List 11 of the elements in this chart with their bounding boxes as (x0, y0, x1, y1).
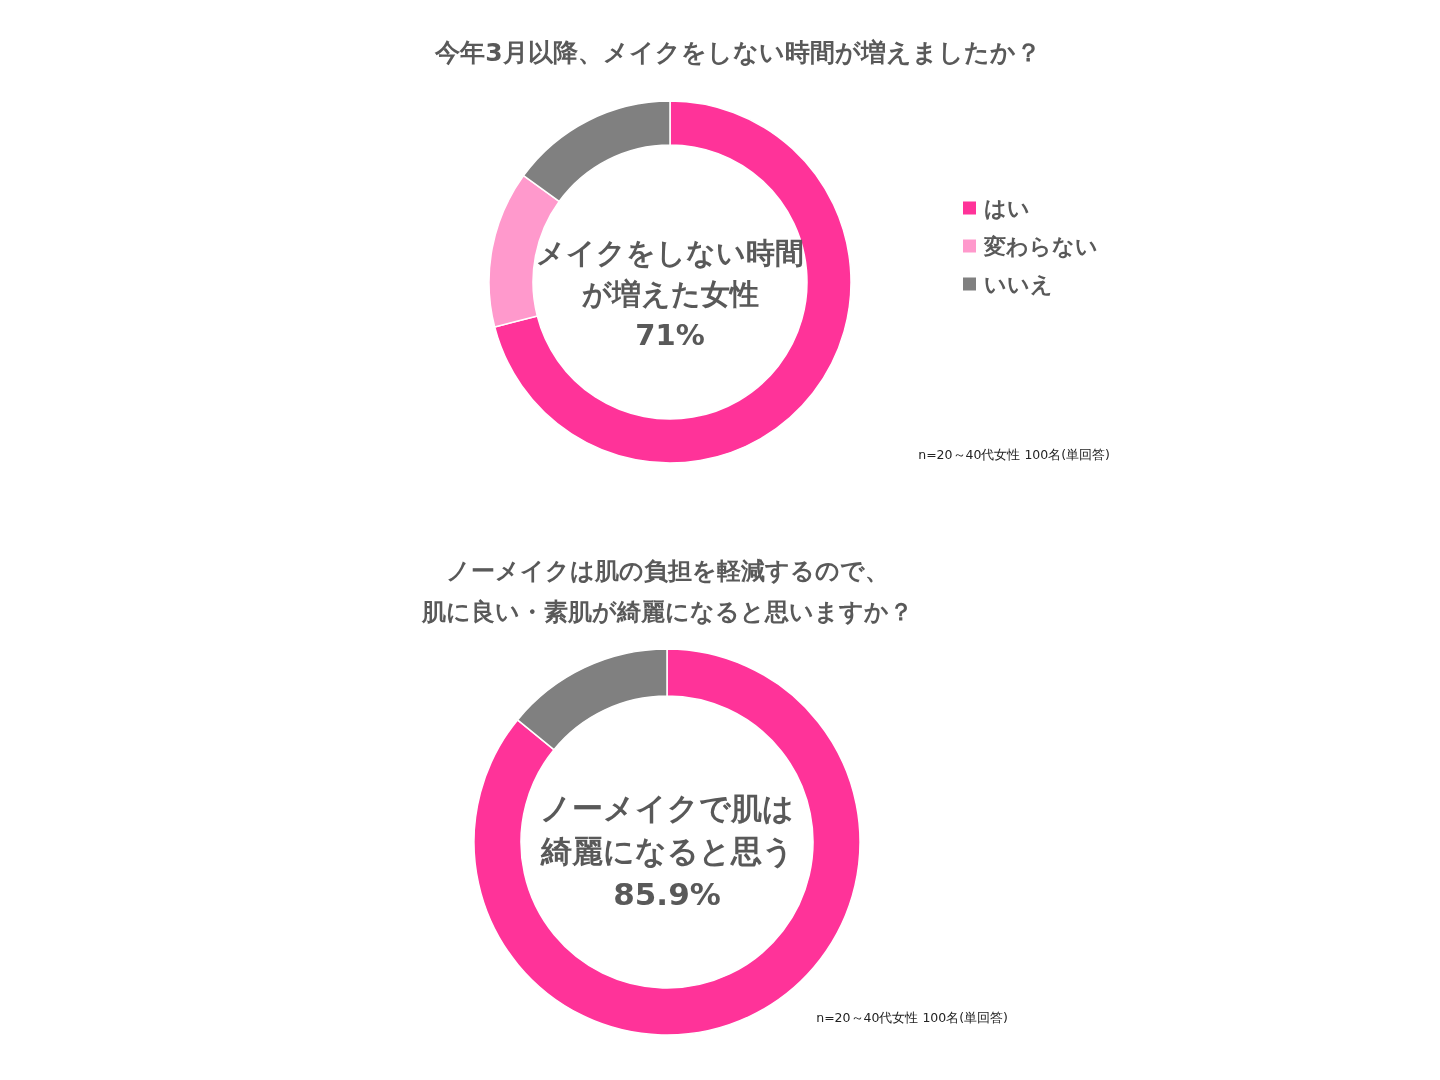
annotation: が増えた女性 (581, 277, 759, 311)
annotation: メイクをしない時間 (536, 236, 804, 270)
annotation: n=20～40代女性 100名(単回答) (816, 1009, 1008, 1025)
annotation: n=20～40代女性 100名(単回答) (918, 446, 1110, 462)
title: ノーメイクは肌の負担を軽減するので、 (445, 557, 889, 585)
annotation: ノーメイクで肌は (540, 790, 794, 826)
title: 今年3月以降、メイクをしない時間が増えましたか？ (435, 37, 1041, 67)
subtitle: 肌に良い・素肌が綺麗になると思いますか？ (421, 598, 913, 626)
annotation: 綺麗になると思う (540, 833, 794, 869)
annotation: 71% (635, 318, 705, 352)
annotation: 85.9% (613, 876, 721, 912)
